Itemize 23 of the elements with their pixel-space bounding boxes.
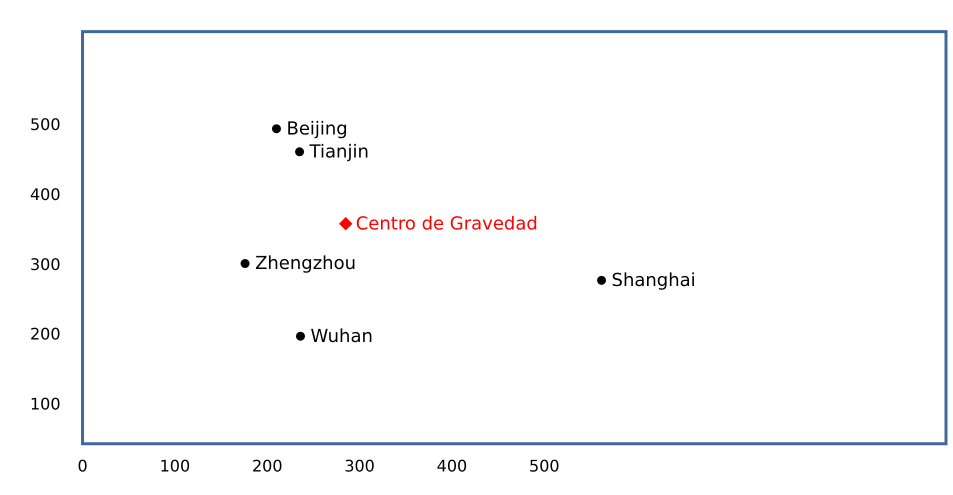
- point: [597, 276, 606, 285]
- point: [339, 217, 352, 230]
- point: [240, 259, 250, 268]
- x-tick-label: 100: [160, 456, 190, 476]
- y-tick-label: 400: [30, 184, 61, 204]
- series-label: Shanghai: [612, 270, 696, 291]
- series-label: Centro de Gravedad: [356, 213, 538, 234]
- series-label: Zhengzhou: [255, 253, 356, 274]
- point: [296, 332, 305, 341]
- x-tick-label: 500: [529, 456, 560, 476]
- x-tick-label: 300: [344, 456, 375, 476]
- x-tick-label: 0: [77, 456, 88, 476]
- y-tick-label: 500: [30, 115, 61, 134]
- x-tick-label: 400: [436, 456, 468, 476]
- y-tick-label: 200: [30, 324, 61, 344]
- point: [295, 147, 304, 156]
- y-tick-label: 300: [30, 254, 61, 274]
- point: [272, 124, 281, 134]
- y-tick-label: 100: [30, 394, 61, 414]
- series-label: Tianjin: [308, 141, 369, 162]
- x-tick-label: 200: [252, 456, 283, 476]
- series-label: Wuhan: [310, 326, 373, 347]
- series-label: Beijing: [286, 118, 348, 140]
